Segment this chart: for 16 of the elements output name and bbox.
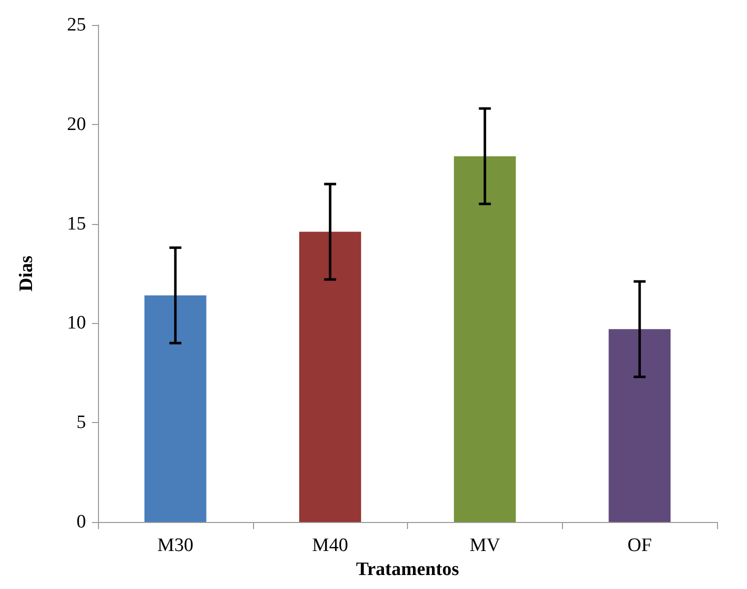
x-tick-label: M40 — [312, 535, 348, 556]
x-tick-label: OF — [627, 535, 652, 556]
y-axis-title: Dias — [16, 256, 37, 292]
y-tick-label: 5 — [76, 412, 86, 434]
x-axis-title: Tratamentos — [356, 558, 460, 580]
x-tick-label: M30 — [157, 535, 194, 556]
y-tick-label: 25 — [67, 14, 86, 36]
bar — [299, 232, 362, 522]
x-tick-label: MV — [470, 535, 500, 556]
bar — [454, 156, 516, 522]
y-tick-label: 20 — [67, 114, 86, 135]
y-tick-label: 15 — [67, 213, 86, 234]
y-tick-label: 10 — [67, 312, 86, 334]
bar — [608, 329, 671, 522]
bar — [144, 295, 206, 522]
y-tick-label: 0 — [76, 512, 86, 532]
